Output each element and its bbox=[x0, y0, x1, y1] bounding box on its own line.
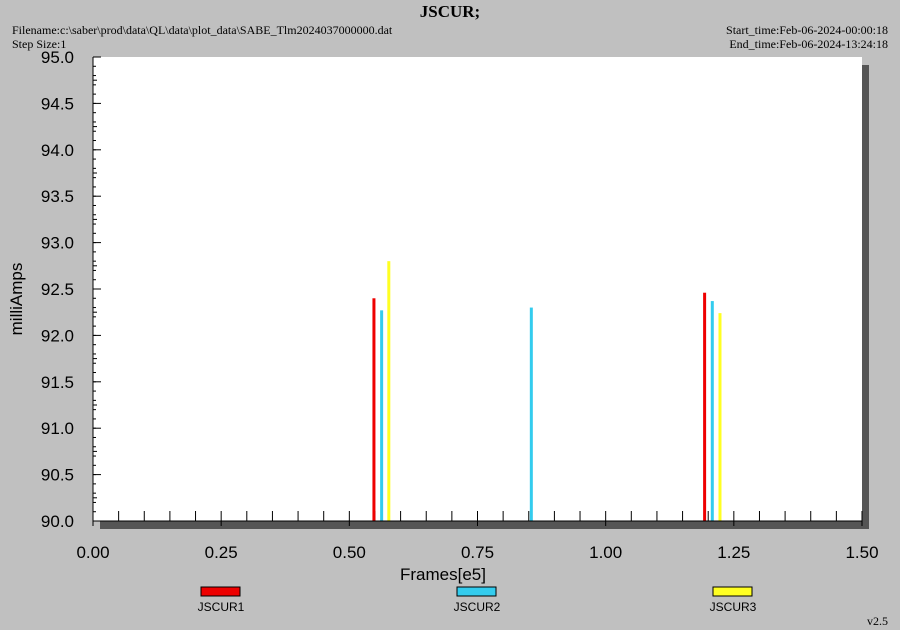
step-size-text: Step Size:1 bbox=[12, 37, 67, 51]
bar-jscur3 bbox=[387, 261, 391, 521]
y-tick-label: 91.5 bbox=[41, 373, 74, 392]
legend-swatch-jscur3 bbox=[712, 586, 753, 597]
plot-area bbox=[93, 57, 862, 521]
bar-jscur2 bbox=[529, 307, 533, 521]
end-time-text: End_time:Feb-06-2024-13:24:18 bbox=[729, 37, 888, 51]
x-axis-title: Frames[e5] bbox=[400, 565, 486, 584]
legend: JSCUR1 JSCUR2 JSCUR3 bbox=[198, 586, 757, 614]
legend-label-jscur2: JSCUR2 bbox=[454, 600, 501, 614]
x-tick-label: 0.75 bbox=[461, 543, 494, 562]
x-tick-label: 0.50 bbox=[333, 543, 366, 562]
legend-swatch-jscur1 bbox=[200, 586, 241, 597]
y-tick-label: 90.5 bbox=[41, 466, 74, 485]
y-tick-label: 91.0 bbox=[41, 419, 74, 438]
x-tick-label: 0.25 bbox=[205, 543, 238, 562]
y-axis-title: milliAmps bbox=[7, 263, 26, 336]
x-axis-ticks: 0.00 0.25 0.50 0.75 1.00 1.25 1.50 bbox=[76, 511, 879, 562]
legend-swatch-jscur2 bbox=[456, 586, 497, 597]
y-tick-label: 90.0 bbox=[41, 512, 74, 531]
y-axis-ticks: 90.0 90.5 91.0 91.5 92.0 92.5 93.0 93.5 94.0 94.5… bbox=[41, 48, 101, 531]
y-tick-label: 94.0 bbox=[41, 141, 74, 160]
x-tick-label: 1.00 bbox=[589, 543, 622, 562]
x-tick-label: 1.50 bbox=[845, 543, 878, 562]
y-tick-label: 92.0 bbox=[41, 326, 74, 345]
y-tick-label: 95.0 bbox=[41, 48, 74, 67]
data-bars bbox=[372, 261, 722, 521]
legend-label-jscur1: JSCUR1 bbox=[198, 600, 245, 614]
legend-label-jscur3: JSCUR3 bbox=[710, 600, 757, 614]
bar-jscur2 bbox=[710, 301, 714, 521]
filename-text: Filename:c:\saber\prod\data\QL\data\plot… bbox=[12, 23, 393, 37]
y-tick-label: 93.0 bbox=[41, 234, 74, 253]
start-time-text: Start_time:Feb-06-2024-00:00:18 bbox=[726, 23, 888, 37]
bar-jscur1 bbox=[703, 292, 707, 521]
x-tick-label: 0.00 bbox=[76, 543, 109, 562]
y-tick-label: 92.5 bbox=[41, 280, 74, 299]
y-tick-label: 94.5 bbox=[41, 94, 74, 113]
version-label: v2.5 bbox=[867, 614, 888, 628]
y-tick-label: 93.5 bbox=[41, 187, 74, 206]
bar-jscur1 bbox=[372, 298, 376, 521]
chart-title: JSCUR; bbox=[419, 2, 481, 21]
bar-jscur2 bbox=[380, 310, 384, 521]
x-tick-label: 1.25 bbox=[717, 543, 750, 562]
bar-jscur3 bbox=[718, 313, 722, 521]
